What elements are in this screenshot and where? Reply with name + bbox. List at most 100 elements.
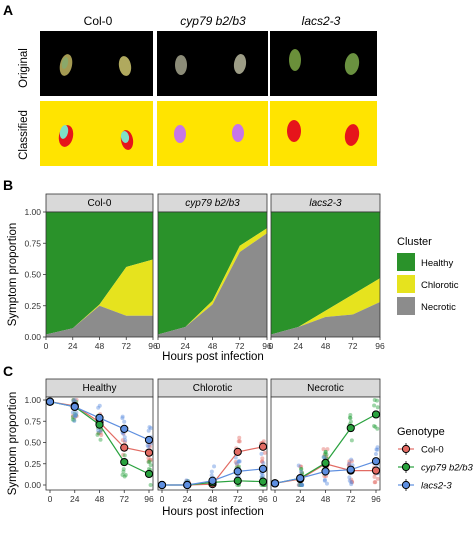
replicate-point-c (347, 415, 352, 420)
mean-point-c (233, 467, 242, 476)
mean-point-c (258, 442, 268, 451)
replicate-point-c (322, 455, 327, 460)
replicate-point-c (299, 466, 304, 471)
x-tick-label-b: 0 (269, 341, 274, 351)
mean-point-c (371, 457, 381, 466)
panel-b-stacked-area: Col-0 0 24 48 72 96 cyp79 b2/b3 0 24 48 72 96 lacs2-… (7, 193, 459, 363)
leaf-original-col0-left-core (61, 57, 69, 69)
panel-letter-c: C (3, 363, 13, 379)
facet-label-c: Necrotic (307, 383, 344, 394)
replicate-point-c (299, 483, 304, 487)
mean-point-c (321, 467, 330, 476)
mean-point-c (346, 423, 355, 433)
replicate-point-c (324, 481, 329, 486)
y-tick-label-c: 0.75 (24, 416, 41, 426)
replicate-point-c (209, 469, 214, 474)
replicate-point-c (375, 426, 380, 431)
legend-label-c: cyp79 b2/b3 (421, 463, 473, 474)
replicate-point-c (299, 483, 304, 487)
replicate-point-c (95, 432, 100, 437)
legend-label-c: Col-0 (421, 445, 444, 456)
y-tick-label-b: 0.00 (24, 332, 41, 342)
area-healthy (46, 212, 153, 335)
x-tick-label-c: 96 (144, 494, 154, 504)
replicate-point-c (120, 438, 125, 443)
replicate-point-c (348, 416, 353, 421)
replicate-point-c (375, 476, 380, 481)
classified-image-col0 (40, 101, 153, 166)
replicate-point-c (71, 398, 76, 402)
replicate-point-c (148, 463, 153, 468)
replicate-point-c (72, 398, 77, 402)
replicate-point-c (323, 449, 328, 454)
replicate-point-c (298, 464, 303, 469)
x-tick-label-b: 48 (95, 341, 105, 351)
x-tick-label-b: 72 (348, 341, 358, 351)
mean-point-c (95, 413, 104, 422)
y-tick-label-b: 0.75 (24, 238, 41, 248)
replicate-point-c (323, 451, 328, 456)
mean-point-c (144, 435, 154, 445)
replicate-point-c (146, 460, 151, 465)
replicate-point-c (121, 469, 126, 474)
facet-label-b: cyp79 b2/b3 (185, 198, 240, 209)
replicate-point-c (234, 462, 239, 467)
replicate-point-c (96, 430, 101, 435)
leaf-original-cyp79-right (233, 54, 247, 74)
replicate-point-c (375, 447, 380, 452)
original-image-lacs2 (270, 31, 377, 96)
replicate-point-c (261, 461, 266, 466)
replicate-point-c (122, 419, 127, 424)
mean-point-c (144, 469, 154, 479)
replicate-point-c (372, 398, 377, 402)
x-tick-label-c: 72 (120, 494, 130, 504)
replicate-point-c (147, 459, 152, 464)
mean-point-c (70, 402, 79, 411)
replicate-point-c (122, 435, 127, 440)
replicate-point-c (372, 403, 377, 408)
replicate-point-c (122, 440, 127, 445)
replicate-point-c (148, 457, 153, 462)
y-tick-label-b: 1.00 (24, 207, 41, 217)
replicate-point-c (347, 461, 352, 466)
x-tick-label-b: 0 (44, 341, 49, 351)
replicate-point-c (73, 414, 78, 419)
x-tick-label-c: 0 (160, 494, 165, 504)
replicate-point-c (234, 461, 239, 466)
classified-image-cyp79 (157, 101, 268, 166)
y-tick-label-c: 0.50 (24, 438, 41, 448)
legend-swatch-b (397, 275, 415, 293)
leaf-classified-cyp79-right (232, 124, 244, 142)
panel-letter-a: A (3, 2, 13, 18)
replicate-point-c (123, 438, 128, 443)
replicate-point-c (260, 456, 265, 461)
replicate-point-c (122, 453, 127, 458)
replicate-point-c (146, 428, 151, 433)
replicate-point-c (298, 483, 303, 487)
legend-swatch-b (397, 297, 415, 315)
replicate-point-c (123, 472, 128, 477)
facet-label-b: Col-0 (88, 198, 112, 209)
replicate-point-c (296, 483, 301, 487)
x-tick-label-b: 96 (375, 341, 385, 351)
replicate-point-c (236, 459, 241, 464)
x-tick-label-c: 96 (371, 494, 381, 504)
replicate-point-c (122, 474, 127, 479)
x-tick-label-c: 0 (273, 494, 278, 504)
replicate-point-c (322, 478, 327, 483)
replicate-point-c (72, 411, 77, 416)
legend-title-c: Genotype (397, 426, 445, 438)
replicate-point-c (372, 480, 377, 485)
replicate-point-c (347, 475, 352, 480)
replicate-point-c (347, 459, 352, 464)
facet-label-c: Chlorotic (193, 383, 232, 394)
x-tick-label-c: 24 (183, 494, 193, 504)
column-label-lacs2: lacs2-3 (302, 14, 341, 28)
replicate-point-c (347, 461, 352, 466)
x-tick-label-b: 72 (122, 341, 132, 351)
mean-point-c (183, 480, 192, 490)
y-tick-label-c: 0.25 (24, 459, 41, 469)
x-tick-label-c: 72 (233, 494, 243, 504)
replicate-point-c (96, 405, 101, 410)
replicate-point-c (300, 483, 305, 487)
